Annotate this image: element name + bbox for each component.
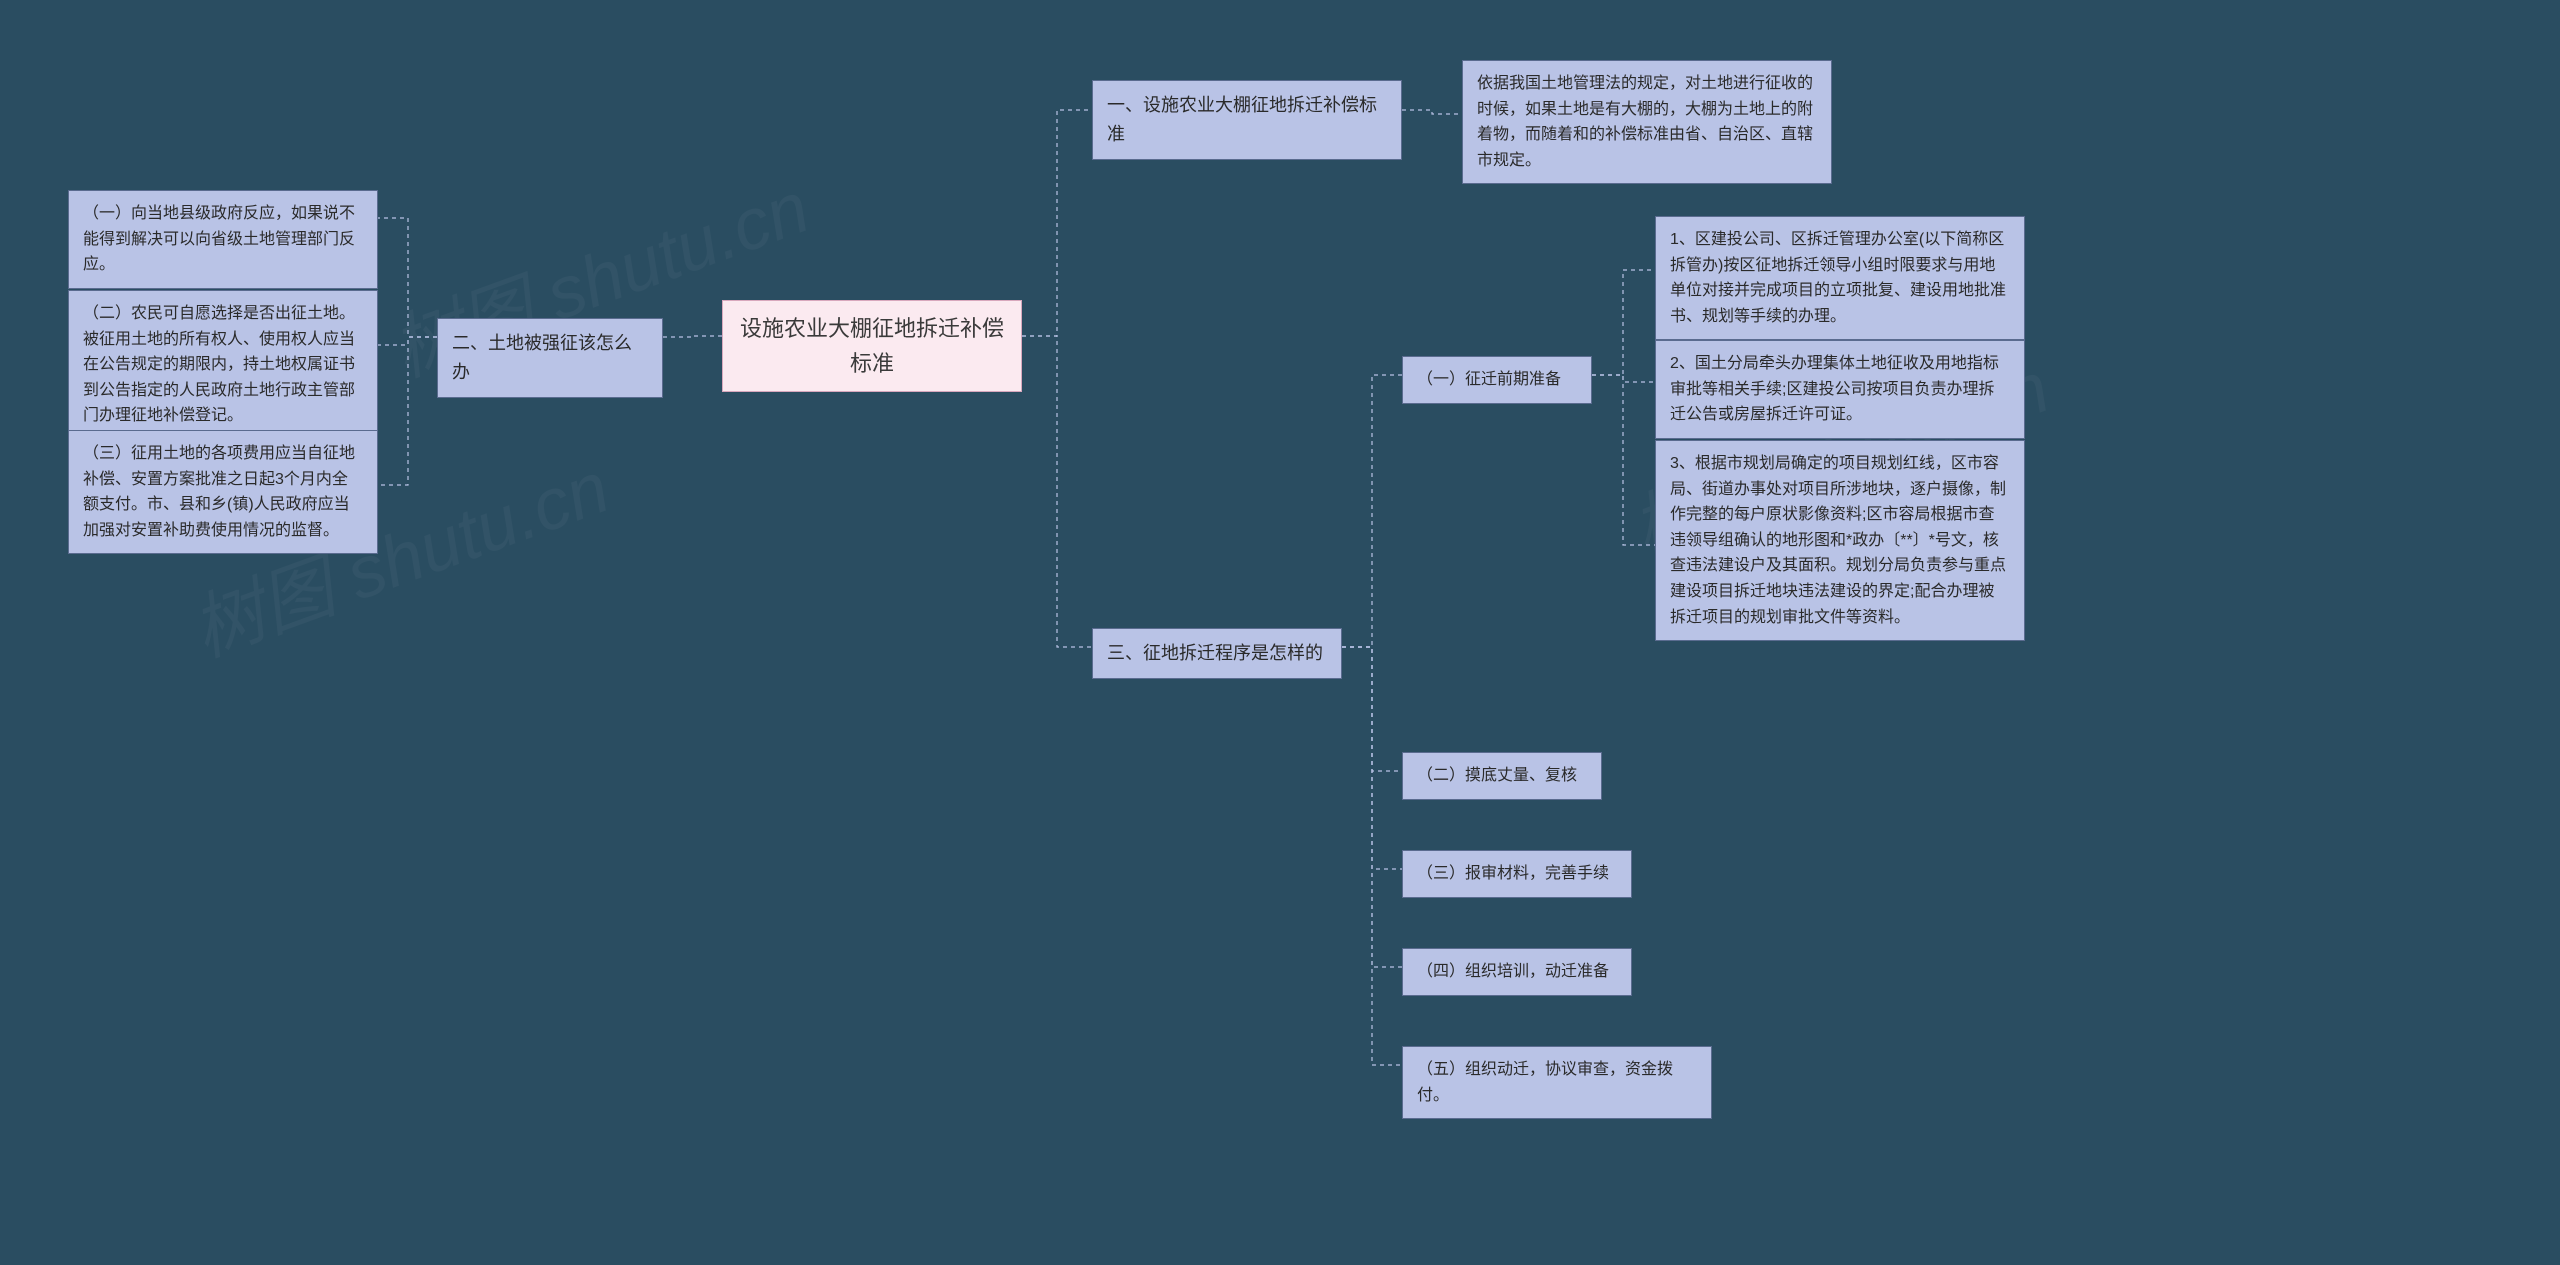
- section2-item2: （二）农民可自愿选择是否出征土地。被征用土地的所有权人、使用权人应当在公告规定的…: [68, 290, 378, 440]
- section3-sub3-text: （三）报审材料，完善手续: [1417, 865, 1609, 882]
- section2-item1-text: （一）向当地县级政府反应，如果说不能得到解决可以向省级土地管理部门反应。: [83, 205, 355, 273]
- section1-node: 一、设施农业大棚征地拆迁补偿标准: [1092, 80, 1402, 160]
- section1-item1: 依据我国土地管理法的规定，对土地进行征收的时候，如果土地是有大棚的，大棚为土地上…: [1462, 60, 1832, 184]
- section3-sub1-item1: 1、区建投公司、区拆迁管理办公室(以下简称区拆管办)按区征地拆迁领导小组时限要求…: [1655, 216, 2025, 340]
- section2-node: 二、土地被强征该怎么办: [437, 318, 663, 398]
- root-node: 设施农业大棚征地拆迁补偿标准: [722, 300, 1022, 392]
- section3-node: 三、征地拆迁程序是怎样的: [1092, 628, 1342, 679]
- section3-sub1-item3-text: 3、根据市规划局确定的项目规划红线，区市容局、街道办事处对项目所涉地块，逐户摄像…: [1670, 455, 2006, 626]
- section3-sub1-item2-text: 2、国土分局牵头办理集体土地征收及用地指标审批等相关手续;区建投公司按项目负责办…: [1670, 355, 1999, 423]
- section1-title: 一、设施农业大棚征地拆迁补偿标准: [1107, 95, 1377, 144]
- section3-sub4: （四）组织培训，动迁准备: [1402, 948, 1632, 996]
- section3-sub2-text: （二）摸底丈量、复核: [1417, 767, 1577, 784]
- section3-sub2: （二）摸底丈量、复核: [1402, 752, 1602, 800]
- root-text: 设施农业大棚征地拆迁补偿标准: [740, 316, 1004, 376]
- section3-sub1-item3: 3、根据市规划局确定的项目规划红线，区市容局、街道办事处对项目所涉地块，逐户摄像…: [1655, 440, 2025, 641]
- section3-sub1-title: （一）征迁前期准备: [1417, 371, 1561, 388]
- section3-sub5-text: （五）组织动迁，协议审查，资金拨付。: [1417, 1061, 1673, 1104]
- section3-sub1-item1-text: 1、区建投公司、区拆迁管理办公室(以下简称区拆管办)按区征地拆迁领导小组时限要求…: [1670, 231, 2006, 325]
- section2-item2-text: （二）农民可自愿选择是否出征土地。被征用土地的所有权人、使用权人应当在公告规定的…: [83, 305, 355, 424]
- section3-sub5: （五）组织动迁，协议审查，资金拨付。: [1402, 1046, 1712, 1119]
- section1-item1-text: 依据我国土地管理法的规定，对土地进行征收的时候，如果土地是有大棚的，大棚为土地上…: [1477, 75, 1813, 169]
- section2-item3: （三）征用土地的各项费用应当自征地补偿、安置方案批准之日起3个月内全额支付。市、…: [68, 430, 378, 554]
- section3-sub3: （三）报审材料，完善手续: [1402, 850, 1632, 898]
- section2-title: 二、土地被强征该怎么办: [452, 333, 632, 382]
- section3-sub4-text: （四）组织培训，动迁准备: [1417, 963, 1609, 980]
- section3-sub1-item2: 2、国土分局牵头办理集体土地征收及用地指标审批等相关手续;区建投公司按项目负责办…: [1655, 340, 2025, 439]
- section2-item1: （一）向当地县级政府反应，如果说不能得到解决可以向省级土地管理部门反应。: [68, 190, 378, 289]
- section3-sub1: （一）征迁前期准备: [1402, 356, 1592, 404]
- section3-title: 三、征地拆迁程序是怎样的: [1107, 643, 1323, 663]
- section2-item3-text: （三）征用土地的各项费用应当自征地补偿、安置方案批准之日起3个月内全额支付。市、…: [83, 445, 355, 539]
